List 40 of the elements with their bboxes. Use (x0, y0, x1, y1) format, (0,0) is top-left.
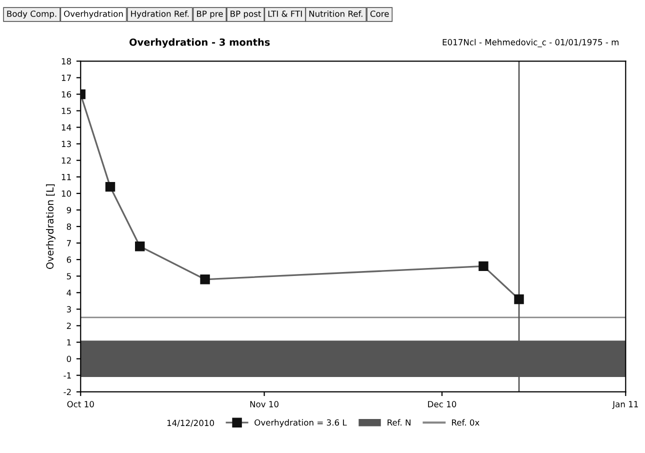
y-tick-label: 9 (66, 206, 72, 214)
x-tick-label: Nov 10 (250, 401, 278, 408)
legend-label: Ref. 0x (452, 419, 480, 426)
text: Core (370, 10, 389, 17)
y-tick-label: 18 (62, 58, 72, 64)
legend-label: Ref. N (388, 419, 410, 426)
y-axis-title: Overhydration [L] (46, 184, 56, 269)
y-tick-label: 14 (62, 124, 72, 130)
text: BP post (230, 10, 262, 19)
x-tick-label: Jan 11 (612, 401, 638, 409)
y-tick-label: 7 (66, 240, 71, 246)
text: Hydration Ref. (131, 10, 189, 19)
y-tick-label: -1 (64, 372, 71, 378)
y-tick-label: 12 (62, 157, 71, 164)
text: Body Comp. (7, 10, 56, 19)
y-tick-label: 11 (62, 174, 71, 180)
chart-subtitle: E017Ncl - Mehmedovic_c - 01/01/1975 - m (442, 38, 618, 48)
y-tick-label: 8 (66, 223, 72, 230)
y-tick-label: 4 (66, 290, 72, 296)
y-tick-label: 6 (66, 256, 72, 263)
y-tick-label: 5 (66, 273, 71, 280)
text: Overhydration (64, 10, 123, 19)
y-tick-label: 1 (67, 339, 71, 346)
y-tick-label: 16 (62, 91, 72, 98)
text: BP pre (197, 10, 223, 19)
y-tick-label: -2 (64, 388, 71, 396)
text: Nutrition Ref. (309, 10, 362, 17)
y-tick-label: 0 (66, 356, 72, 362)
y-tick-label: 2 (66, 322, 71, 329)
y-tick-label: 3 (66, 306, 71, 312)
y-tick-label: 13 (62, 140, 71, 148)
text: LTI & FTI (268, 10, 302, 17)
x-tick-label: Dec 10 (428, 401, 456, 408)
legend-label: Overhydration = 3.6 L (254, 419, 347, 428)
y-tick-label: 15 (62, 108, 71, 114)
y-tick-label: 10 (62, 190, 72, 197)
x-tick-label: Oct 10 (67, 401, 94, 408)
y-tick-label: 17 (62, 74, 71, 81)
legend-title: 14/12/2010 (167, 420, 214, 427)
chart-title: Overhydration - 3 months (129, 38, 270, 48)
